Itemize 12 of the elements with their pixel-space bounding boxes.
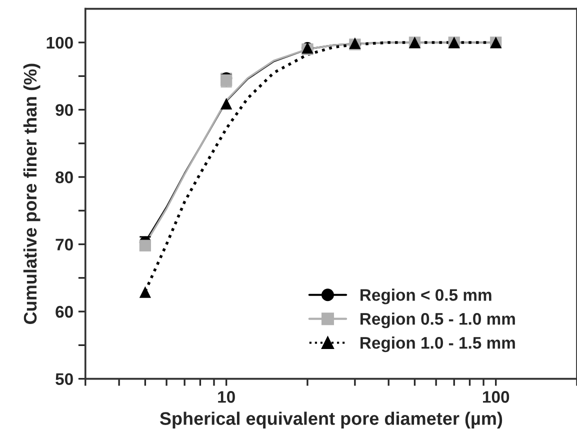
y-tick-label: 80 bbox=[56, 171, 73, 184]
y-tick-label: 60 bbox=[56, 306, 73, 318]
legend-label: Region < 0.5 mm bbox=[360, 288, 492, 304]
y-tick-label: 100 bbox=[46, 36, 73, 49]
y-tick-label: 70 bbox=[56, 238, 73, 250]
y-tick-label: 90 bbox=[56, 104, 73, 116]
y-tick-label: 50 bbox=[56, 373, 73, 385]
legend-label: Region 0.5 - 1.0 mm bbox=[360, 312, 515, 328]
x-axis-title: Spherical equivalent pore diameter (µm) bbox=[160, 412, 502, 429]
y-axis-title: Cumulative pore finer than (%) bbox=[23, 64, 40, 324]
legend-label: Region 1.0 - 1.5 mm bbox=[360, 336, 515, 352]
x-tick-label: 10 bbox=[218, 391, 235, 403]
